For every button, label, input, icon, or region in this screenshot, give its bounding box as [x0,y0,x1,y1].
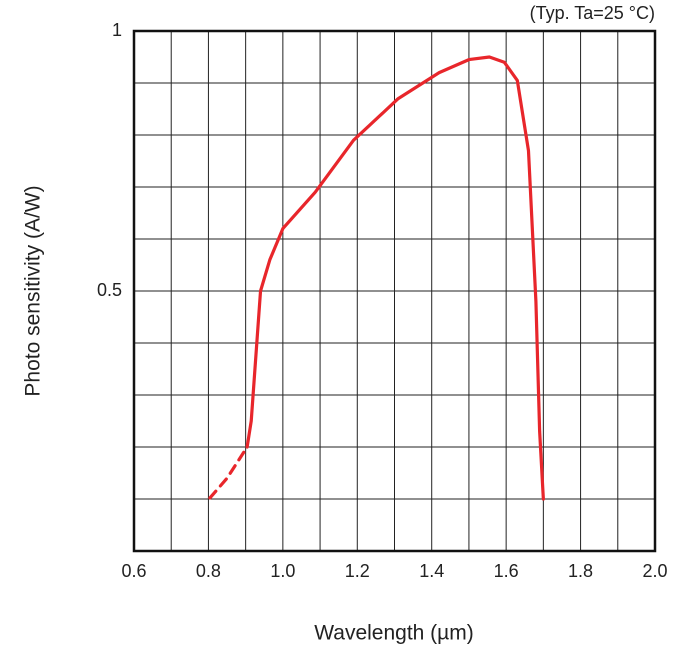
annotation: (Typ. Ta=25 °C) [530,3,655,23]
data-line [208,445,249,500]
y-tick-label: 1 [112,20,122,40]
x-tick-label: 1.0 [270,561,295,581]
x-tick-label: 2.0 [642,561,667,581]
x-tick-label: 1.4 [419,561,444,581]
y-axis-label: Photo sensitivity (A/W) [22,185,45,396]
x-tick-label: 1.8 [568,561,593,581]
x-tick-label: 1.6 [494,561,519,581]
data-line [245,55,545,501]
x-axis-label: Wavelength (µm) [314,622,474,645]
y-tick-label: 0.5 [97,280,122,300]
x-tick-label: 0.8 [196,561,221,581]
x-tick-label: 0.6 [121,561,146,581]
x-tick-label: 1.2 [345,561,370,581]
